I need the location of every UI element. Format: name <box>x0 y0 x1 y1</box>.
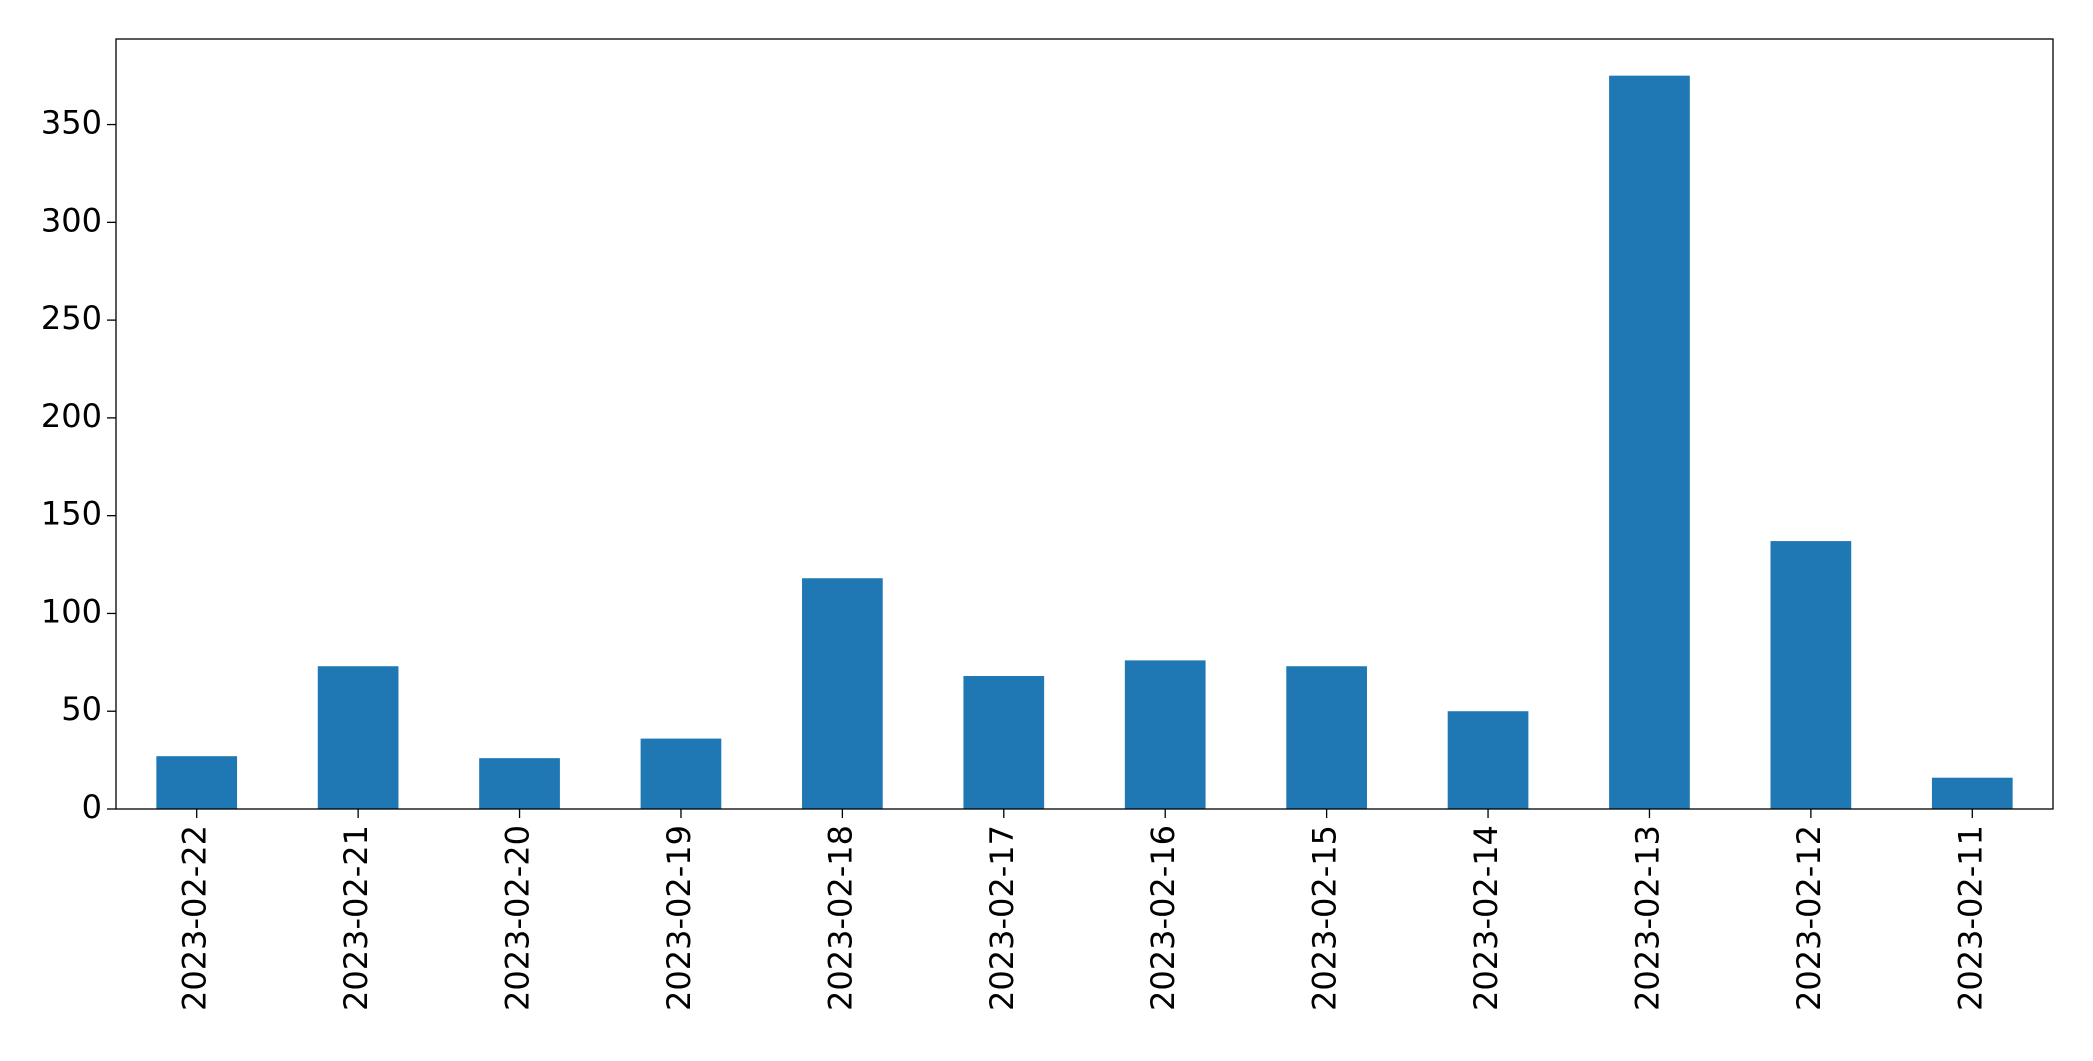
bar <box>1609 75 1690 809</box>
y-tick-label: 150 <box>41 495 102 533</box>
x-tick-label: 2023-02-13 <box>1628 825 1666 1011</box>
x-tick-label: 2023-02-18 <box>821 825 859 1011</box>
bar <box>1931 777 2013 809</box>
y-tick-label: 300 <box>41 201 102 239</box>
y-tick-label: 0 <box>82 788 102 826</box>
y-tick-label: 250 <box>41 299 102 337</box>
bar <box>963 676 1045 809</box>
bar <box>640 738 722 809</box>
bar <box>156 756 238 809</box>
x-tick-label: 2023-02-12 <box>1790 825 1828 1011</box>
y-tick-label: 100 <box>41 592 102 630</box>
x-tick-label: 2023-02-21 <box>337 825 375 1011</box>
y-tick-label: 200 <box>41 397 102 435</box>
y-tick-label: 50 <box>61 690 102 728</box>
plot-frame <box>115 38 2054 810</box>
bar <box>479 758 560 809</box>
x-tick-label: 2023-02-16 <box>1144 825 1182 1011</box>
bar <box>1447 711 1529 809</box>
bar <box>802 578 883 809</box>
x-tick-label: 2023-02-11 <box>1951 825 1989 1011</box>
x-tick-label: 2023-02-15 <box>1306 825 1344 1011</box>
bar <box>1286 666 1367 809</box>
x-tick-label: 2023-02-19 <box>660 825 698 1011</box>
bar <box>1124 660 1206 809</box>
bar <box>317 666 399 809</box>
y-tick-label: 350 <box>41 104 102 142</box>
x-tick-label: 2023-02-20 <box>499 825 537 1011</box>
x-tick-label: 2023-02-14 <box>1467 825 1505 1011</box>
x-tick-label: 2023-02-22 <box>176 825 214 1011</box>
bar <box>1770 541 1852 809</box>
x-tick-label: 2023-02-17 <box>983 825 1021 1011</box>
